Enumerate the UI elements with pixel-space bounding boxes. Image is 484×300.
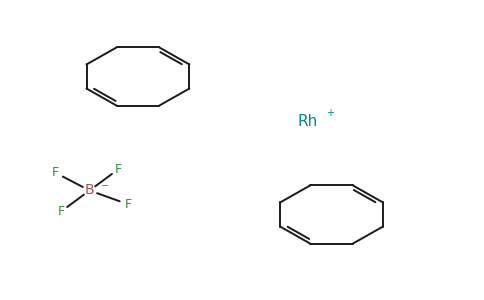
Text: −: − bbox=[101, 181, 109, 191]
Text: F: F bbox=[52, 166, 59, 179]
Text: B: B bbox=[85, 184, 94, 197]
Text: F: F bbox=[115, 163, 121, 176]
Text: F: F bbox=[58, 205, 64, 218]
Text: Rh: Rh bbox=[298, 114, 318, 129]
Text: +: + bbox=[326, 107, 334, 118]
Text: F: F bbox=[124, 198, 132, 211]
